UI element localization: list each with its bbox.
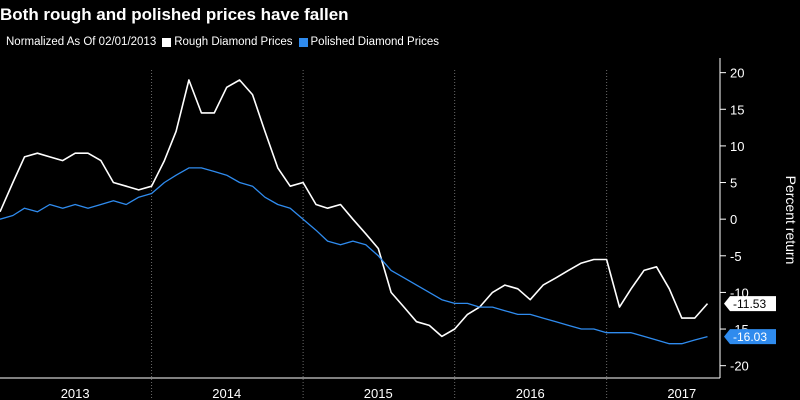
y-tick-label: 10 (730, 139, 744, 154)
x-tick-label: 2013 (61, 386, 90, 400)
legend-swatch-rough (162, 37, 172, 47)
y-tick-label: -20 (730, 359, 749, 374)
y-tick-label: 20 (730, 66, 744, 81)
legend-item-rough: Rough Diamond Prices (156, 36, 293, 48)
y-tick-label: 15 (730, 102, 744, 117)
x-tick-label: 2017 (667, 386, 696, 400)
x-tick-label: 2015 (364, 386, 393, 400)
tag-box (724, 329, 776, 345)
series-line-polished (0, 167, 708, 345)
series-group (0, 79, 709, 345)
tag-box (724, 296, 776, 312)
y-axis-label: Percent return (783, 176, 799, 265)
last-value-tag-rough: -11.53 (724, 296, 776, 312)
x-tick-label: 2014 (212, 386, 241, 400)
x-tick-label: 2016 (516, 386, 545, 400)
last-value-tag-polished: -16.03 (724, 329, 776, 345)
chart-title: Both rough and polished prices have fall… (0, 5, 349, 24)
tag-value: -16.03 (733, 330, 767, 344)
y-tick-label: -5 (730, 249, 742, 264)
legend: Normalized As Of 02/01/2013 Rough Diamon… (6, 36, 439, 48)
series-line-rough (0, 79, 709, 338)
legend-label-rough: Rough Diamond Prices (174, 36, 293, 48)
legend-label-polished: Polished Diamond Prices (310, 36, 439, 48)
legend-note: Normalized As Of 02/01/2013 (6, 36, 157, 48)
x-axis: 2013 2014 2015 2016 2017 (0, 377, 720, 400)
legend-swatch-polished (298, 37, 308, 47)
tag-value: -11.53 (733, 297, 766, 311)
last-value-tags: -11.53 -16.03 (724, 296, 776, 345)
y-tick-label: 0 (730, 212, 737, 227)
legend-item-polished: Polished Diamond Prices (293, 36, 439, 48)
year-dividers (151, 70, 608, 400)
y-tick-label: 5 (730, 176, 737, 191)
